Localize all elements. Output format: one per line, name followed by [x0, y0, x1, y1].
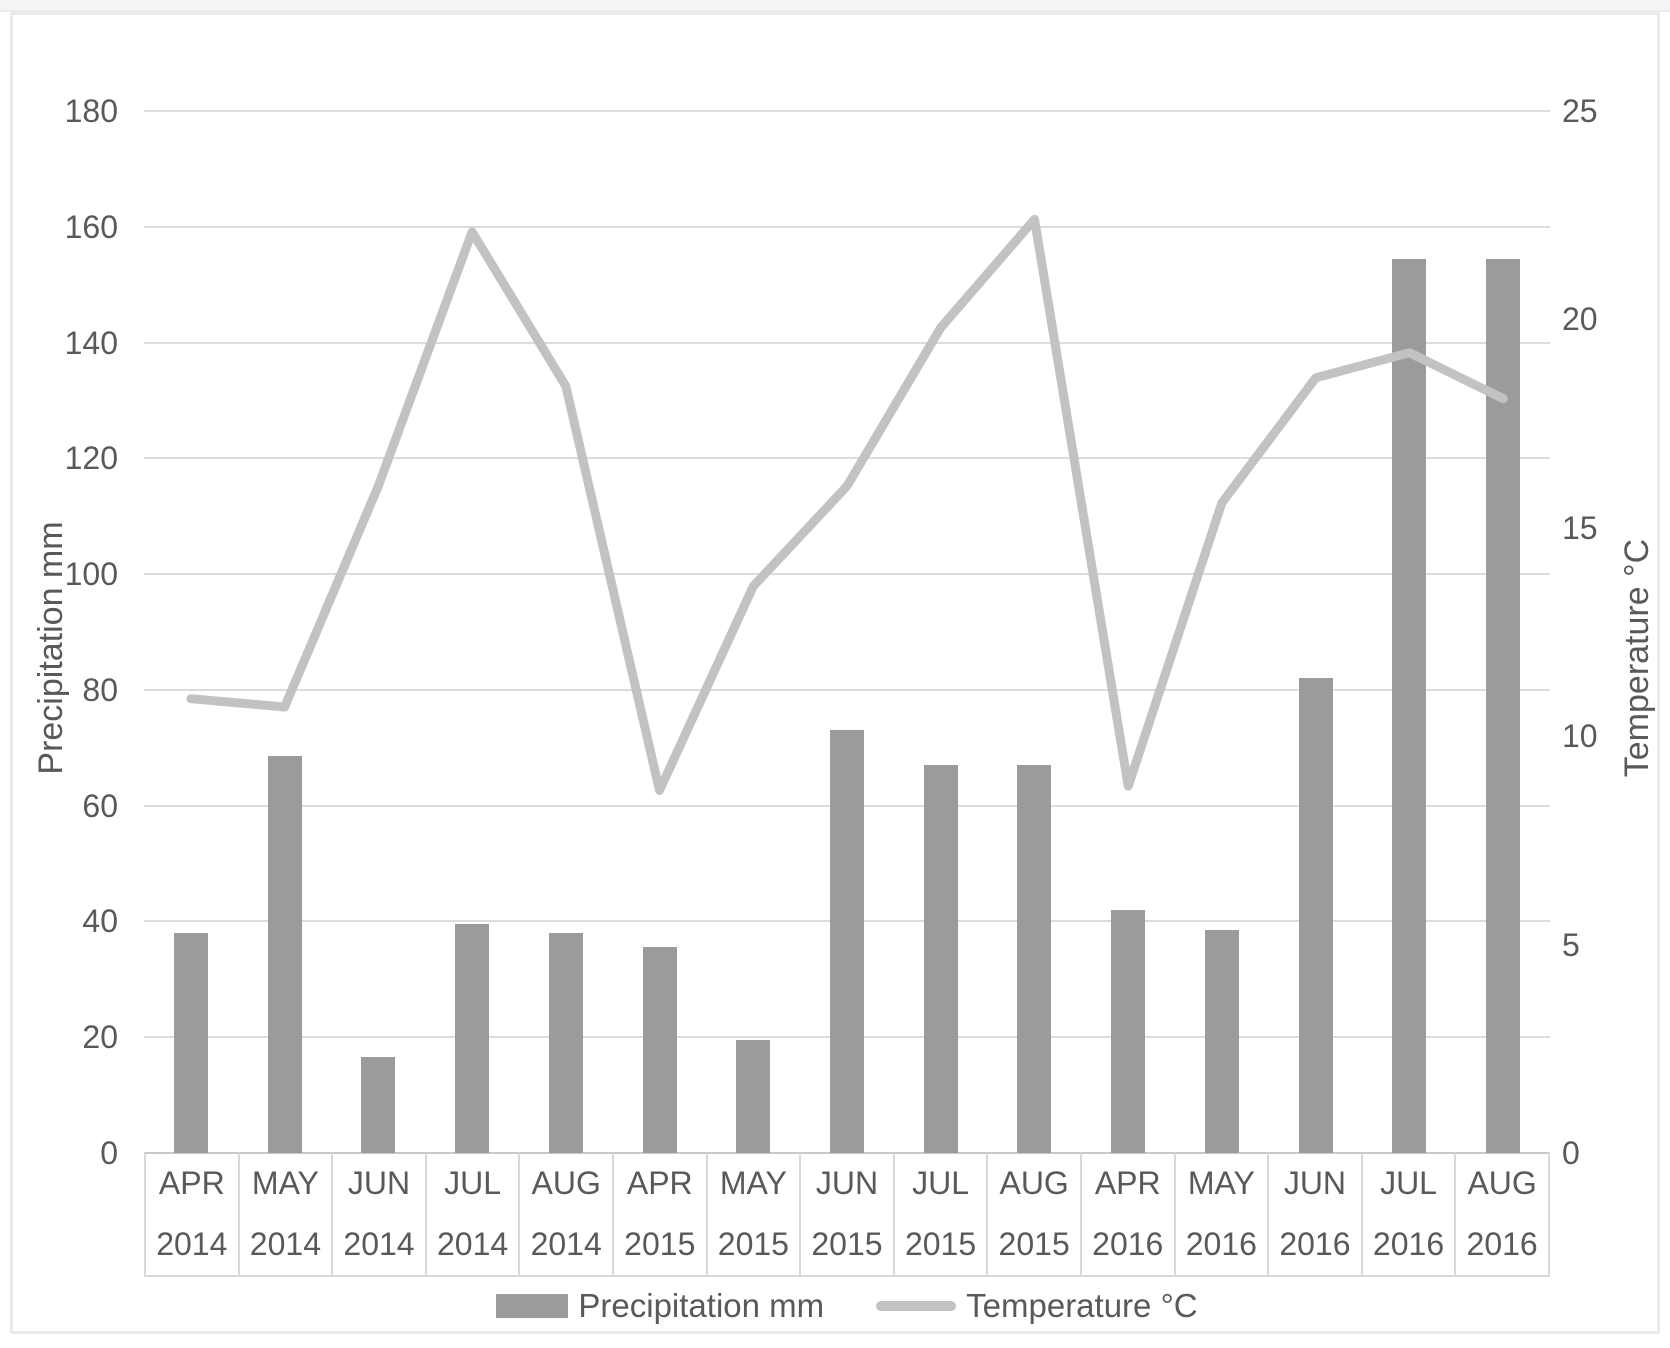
- legend-label-temperature: Temperature °C: [966, 1287, 1198, 1324]
- page-top-edge: [0, 0, 1670, 12]
- category-year-label: 2014: [249, 1226, 321, 1262]
- right-axis-tick-label: 20: [1562, 301, 1598, 338]
- left-axis-title: Precipitation mm: [32, 521, 70, 775]
- x-axis-line: [144, 1152, 1550, 1154]
- category-month-label: JUN: [347, 1165, 411, 1201]
- precipitation-bar: [267, 756, 302, 1153]
- left-axis-tick-label: 80: [82, 671, 118, 708]
- precipitation-bar: [548, 933, 583, 1153]
- gridline: [144, 688, 1550, 691]
- category-year-label: 2014: [343, 1226, 415, 1262]
- precipitation-bar: [1298, 678, 1333, 1153]
- left-axis-tick-label: 40: [82, 903, 118, 940]
- category-month-label: JUL: [444, 1165, 502, 1201]
- category-cell: APR 2014: [144, 1153, 240, 1275]
- category-year-label: 2016: [1185, 1226, 1257, 1262]
- category-year-label: 2015: [998, 1226, 1070, 1262]
- gridline: [144, 225, 1550, 228]
- category-cell: AUG 2016: [1456, 1153, 1550, 1275]
- right-axis-tick-label: 15: [1562, 509, 1598, 546]
- plot-area: [144, 110, 1550, 1154]
- category-cell: AUG 2014: [520, 1153, 614, 1275]
- legend-item-temperature: Temperature °C: [876, 1287, 1198, 1325]
- category-year-label: 2015: [811, 1226, 883, 1262]
- category-year-label: 2014: [156, 1226, 228, 1262]
- category-month-label: APR: [1094, 1165, 1161, 1201]
- right-axis-tick-label: 0: [1562, 1135, 1580, 1171]
- precipitation-bar: [1392, 258, 1427, 1153]
- category-month-label: JUL: [1380, 1165, 1437, 1201]
- precipitation-bar-swatch-icon: [496, 1294, 569, 1318]
- precipitation-bar: [173, 933, 208, 1153]
- category-month-label: AUG: [1467, 1165, 1537, 1201]
- gridline: [144, 110, 1550, 112]
- category-cell: JUN 2016: [1269, 1153, 1363, 1275]
- category-cell: MAY 2016: [1176, 1153, 1270, 1275]
- right-axis-tick-label: 10: [1562, 718, 1598, 755]
- category-year-label: 2016: [1279, 1226, 1351, 1262]
- left-axis-tick-label: 100: [64, 556, 118, 593]
- category-cell: APR 2016: [1082, 1153, 1176, 1275]
- category-month-label: MAY: [1187, 1165, 1255, 1201]
- category-cell: MAY 2014: [240, 1153, 334, 1275]
- category-year-label: 2015: [624, 1226, 696, 1262]
- category-month-label: APR: [626, 1165, 693, 1201]
- gridline: [144, 573, 1550, 576]
- category-year-label: 2014: [530, 1226, 602, 1262]
- legend-label-precipitation: Precipitation mm: [578, 1287, 825, 1324]
- temperature-line: [186, 214, 1508, 795]
- category-cell: JUN 2015: [801, 1153, 895, 1275]
- precipitation-bar: [1111, 909, 1146, 1153]
- category-year-label: 2016: [1092, 1226, 1164, 1262]
- gridline: [144, 341, 1550, 344]
- right-axis-tick-label: 25: [1562, 93, 1598, 129]
- precipitation-bar: [830, 730, 864, 1153]
- category-cell: AUG 2015: [988, 1153, 1082, 1275]
- category-month-label: JUN: [815, 1165, 879, 1201]
- left-axis-tick-label: 0: [100, 1135, 118, 1171]
- category-cell: APR 2015: [614, 1153, 708, 1275]
- legend: Precipitation mm Temperature °C: [144, 1284, 1550, 1328]
- category-cell: JUN 2014: [333, 1153, 427, 1275]
- precipitation-bar: [736, 1040, 771, 1153]
- gridline: [144, 457, 1550, 460]
- category-cell: MAY 2015: [708, 1153, 802, 1275]
- legend-item-precipitation: Precipitation mm: [496, 1287, 824, 1325]
- category-axis: APR 2014 MAY 2014 JUN 2014 JUL 2014 AUG 2014 APR 20…: [144, 1153, 1550, 1277]
- left-axis-tick-label: 60: [82, 787, 118, 824]
- category-year-label: 2016: [1372, 1226, 1445, 1262]
- precipitation-bar: [1017, 765, 1052, 1153]
- category-year-label: 2016: [1466, 1226, 1538, 1262]
- precipitation-bar: [361, 1057, 396, 1153]
- left-axis-tick-label: 140: [64, 324, 118, 361]
- chart-frame: 0 20 40 60 80 100 120 140 160 180 0 5 10 15 20 25 Prec…: [10, 12, 1660, 1334]
- left-axis-tick-label: 180: [64, 93, 118, 129]
- left-axis-tick-label: 160: [64, 208, 118, 245]
- left-axis-tick-label: 120: [64, 440, 118, 477]
- category-month-label: JUN: [1283, 1165, 1347, 1201]
- precipitation-bar: [455, 924, 490, 1153]
- category-year-label: 2014: [436, 1226, 509, 1262]
- category-cell: JUL 2016: [1363, 1153, 1457, 1275]
- category-year-label: 2015: [904, 1226, 977, 1262]
- category-cell: JUL 2015: [895, 1153, 989, 1275]
- precipitation-bar: [642, 947, 677, 1153]
- precipitation-bar: [1486, 258, 1521, 1153]
- left-axis-tick-label: 20: [82, 1019, 118, 1056]
- precipitation-bar: [1204, 930, 1239, 1153]
- category-month-label: MAY: [251, 1165, 319, 1201]
- category-month-label: AUG: [531, 1165, 601, 1201]
- category-month-label: AUG: [999, 1165, 1069, 1201]
- right-axis-tick-label: 5: [1562, 926, 1580, 963]
- precipitation-bar: [923, 765, 958, 1153]
- category-month-label: APR: [158, 1165, 225, 1201]
- temperature-line-swatch-icon: [876, 1301, 957, 1311]
- category-month-label: JUL: [912, 1165, 969, 1201]
- category-year-label: 2015: [717, 1226, 789, 1262]
- category-month-label: MAY: [719, 1165, 787, 1201]
- category-cell: JUL 2014: [427, 1153, 521, 1275]
- right-axis-title: Temperature °C: [1618, 538, 1656, 778]
